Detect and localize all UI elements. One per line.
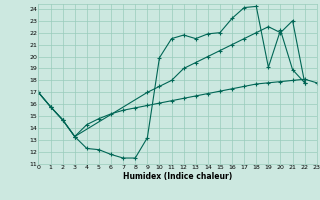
- X-axis label: Humidex (Indice chaleur): Humidex (Indice chaleur): [123, 172, 232, 181]
